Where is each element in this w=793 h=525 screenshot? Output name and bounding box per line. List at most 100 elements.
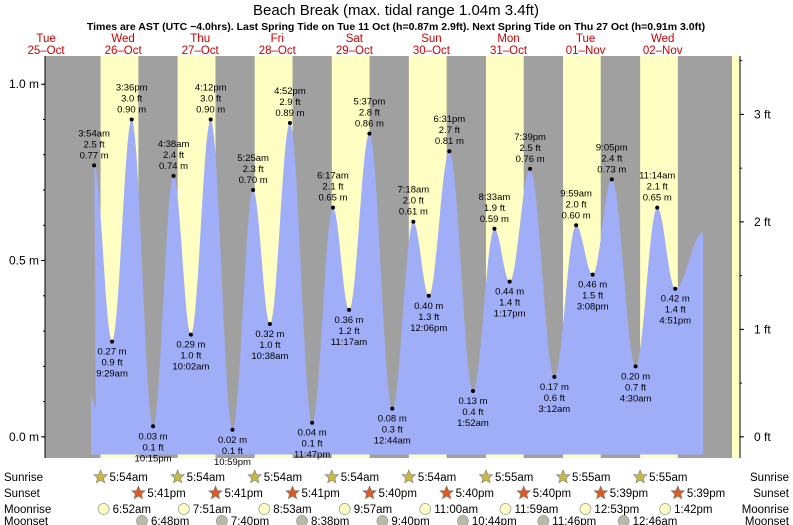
day-labels: Tue25–OctWed26–OctThu27–OctFri28–OctSat2… [28, 33, 683, 57]
left-tick-label: 1.0 m [9, 77, 39, 91]
tide-ft-label: 2.5 ft [520, 143, 541, 154]
tide-ft-label: 0.6 ft [544, 393, 565, 404]
tide-ft-label: 1.4 ft [665, 305, 686, 316]
tide-point [208, 117, 213, 122]
sunrise-entry: 5:55am [478, 469, 533, 484]
tide-time-label: 3:08pm [577, 302, 609, 313]
tide-time-label: 4:52pm [274, 86, 306, 97]
moonrise-time: 11:59am [514, 504, 558, 516]
tide-ft-label: 1.0 ft [259, 340, 280, 351]
moonset-icon [457, 515, 469, 525]
tide-ft-label: 2.0 ft [403, 196, 424, 207]
sunrise-time: 5:54am [110, 472, 148, 484]
moonrise-entry: 9:57am [338, 503, 392, 516]
tide-m-label: 0.90 m [196, 104, 225, 115]
tide-ft-label: 1.9 ft [484, 203, 505, 214]
tide-m-label: 0.70 m [239, 175, 268, 186]
tide-point [171, 173, 176, 178]
moonset-entry: 10:44pm [457, 515, 517, 525]
sunset-entry: 5:40pm [516, 485, 571, 500]
moonset-entry: 11:46pm [537, 515, 596, 525]
tide-point [447, 149, 452, 154]
right-tick-label: 3 ft [754, 107, 771, 121]
moonrise-time: 6:52am [113, 504, 151, 516]
tide-m-label: 0.81 m [435, 136, 464, 147]
sunrise-row-label-left: Sunrise [4, 472, 43, 484]
tide-point [633, 364, 638, 369]
moonrise-row-label-right: Moonrise [742, 504, 789, 516]
tide-time-label: 1:52am [457, 418, 489, 429]
tide-m-label: 0.02 m [218, 435, 247, 446]
sunrise-time: 5:55am [495, 472, 533, 484]
sunset-entry: 5:40pm [362, 485, 417, 500]
day-name-label: Thu [190, 33, 210, 45]
tide-time-label: 9:29am [96, 369, 128, 380]
tide-point [330, 205, 335, 210]
tide-point [251, 188, 256, 192]
tide-m-label: 0.40 m [414, 301, 443, 312]
tide-m-label: 0.13 m [458, 396, 487, 407]
tide-m-label: 0.65 m [643, 193, 672, 204]
tide-point [470, 389, 475, 393]
moonset-time: 12:46am [633, 516, 678, 525]
tide-ft-label: 2.7 ft [439, 125, 460, 136]
left-tick-label: 0.5 m [9, 254, 39, 268]
tide-m-label: 0.32 m [255, 329, 284, 340]
tide-m-label: 0.61 m [399, 207, 428, 218]
moonrise-icon [97, 503, 110, 515]
tide-point [411, 219, 416, 224]
tide-point [188, 332, 193, 337]
tide-ft-label: 2.0 ft [566, 199, 587, 210]
sunset-entry: 5:39pm [593, 485, 648, 500]
tide-point [287, 121, 292, 125]
tide-time-label: 3:12am [538, 404, 570, 415]
tide-time-label: 5:25am [237, 153, 269, 164]
moonrise-icon [258, 503, 271, 515]
tide-time-label: 11:14am [639, 171, 675, 182]
tide-ft-label: 2.4 ft [601, 153, 622, 164]
tide-extreme-low: 0.27 m0.9 ft9:29am [96, 339, 128, 380]
day-name-label: Wed [111, 33, 134, 45]
tide-ft-label: 2.1 ft [647, 182, 668, 193]
sunset-icon [208, 485, 223, 500]
tide-m-label: 0.44 m [495, 287, 524, 298]
day-date-label: 31–Oct [490, 45, 528, 57]
tide-time-label: 5:37pm [354, 97, 386, 108]
moonset-row-label-left: Moonset [4, 516, 49, 525]
tide-ft-label: 2.1 ft [322, 182, 343, 193]
sunrise-icon [478, 469, 494, 484]
tide-point [609, 177, 614, 182]
sunrise-time: 5:55am [649, 472, 687, 484]
moonset-entry: 8:38pm [296, 515, 349, 525]
moonset-icon [537, 515, 550, 525]
moonrise-time: 11:00am [434, 504, 478, 516]
axes: 1.0 m 0.5 m 0.0 m 3 ft 2 ft 1 ft 0 ft [9, 56, 771, 458]
sunset-icon [130, 485, 146, 500]
tide-time-label: 3:54am [78, 128, 110, 139]
tide-point [390, 406, 395, 411]
tide-m-label: 0.17 m [540, 382, 569, 393]
moonrise-icon [178, 503, 190, 515]
tide-ft-label: 1.5 ft [582, 291, 603, 302]
tide-point [507, 279, 512, 284]
tide-point [110, 339, 115, 344]
tide-m-label: 0.90 m [117, 104, 146, 115]
chart-subtitle: Times are AST (UTC −4.0hrs). Last Spring… [87, 21, 705, 33]
day-date-label: 02–Nov [643, 45, 683, 57]
sunrise-icon [93, 469, 108, 484]
tide-m-label: 0.59 m [480, 214, 509, 225]
sunrise-entry: 5:54am [247, 469, 302, 484]
